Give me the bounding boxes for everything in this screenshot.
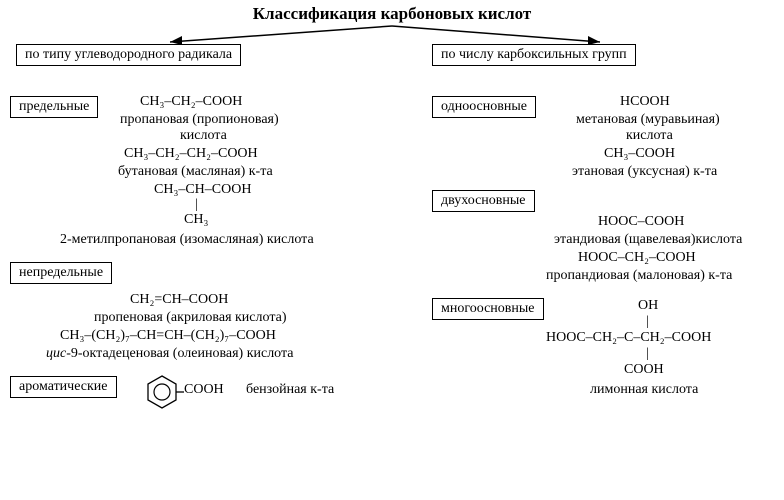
n-benzoic: бензойная к-та: [246, 382, 334, 398]
cat-saturated: предельные: [10, 96, 98, 118]
f-butanoic: CH₃–CH₂–CH₂–COOH: [124, 146, 258, 162]
f-citric-bar2: |: [646, 346, 649, 362]
n-citric: лимонная кислота: [590, 382, 698, 398]
n-oleic: цис-9-октадеценовая (олеиновая) кислота: [46, 346, 294, 362]
cat-unsaturated: непредельные: [10, 262, 112, 284]
n-acetic: этановая (уксусная) к-та: [572, 164, 717, 180]
n-propanoic1: пропановая (пропионовая): [120, 112, 279, 128]
n-oleic-main: 9-октадеценовая (олеиновая) кислота: [71, 346, 294, 361]
f-iso3: CH₃: [184, 212, 208, 228]
f-acrylic: CH₂=CH–COOH: [130, 292, 228, 308]
n-formic1: метановая (муравьиная): [576, 112, 720, 128]
n-malonic: пропандиовая (малоновая) к-та: [546, 268, 732, 284]
branch-left-box: по типу углеводородного радикала: [16, 44, 241, 66]
f-malonic: HOOC–CH₂–COOH: [578, 250, 696, 266]
cat-aromatic: ароматические: [10, 376, 117, 398]
f-oxalic: HOOC–COOH: [598, 214, 684, 230]
f-citric-bar1: |: [646, 314, 649, 330]
f-propanoic: CH₃–CH₂–COOH: [140, 94, 242, 110]
f-benzoic: COOH: [184, 382, 224, 398]
branch-right-box: по числу карбоксильных групп: [432, 44, 636, 66]
f-iso1: CH₃–CH–COOH: [154, 182, 251, 198]
cat-di: двухосновные: [432, 190, 535, 212]
f-formic: HCOOH: [620, 94, 670, 110]
n-oleic-pre: цис-: [46, 346, 71, 361]
benzene-ring: [140, 370, 184, 414]
f-oleic: CH₃–(CH₂)₇–CH=CH–(CH₂)₇–COOH: [60, 328, 276, 344]
n-acrylic: пропеновая (акриловая кислота): [94, 310, 286, 326]
n-propanoic2: кислота: [180, 128, 227, 144]
f-citric-cooh: COOH: [624, 362, 664, 378]
f-acetic: CH₃–COOH: [604, 146, 675, 162]
cat-poly: многоосновные: [432, 298, 544, 320]
cat-mono: одноосновные: [432, 96, 536, 118]
f-citric-main: HOOC–CH₂–C–CH₂–COOH: [546, 330, 711, 346]
n-formic2: кислота: [626, 128, 673, 144]
n-oxalic: этандиовая (щавелевая)кислота: [554, 232, 742, 248]
f-iso2: |: [195, 197, 198, 213]
n-butanoic: бутановая (масляная) к-та: [118, 164, 273, 180]
f-citric-oh: OH: [638, 298, 658, 314]
n-iso: 2-метилпропановая (изомасляная) кислота: [60, 232, 314, 248]
